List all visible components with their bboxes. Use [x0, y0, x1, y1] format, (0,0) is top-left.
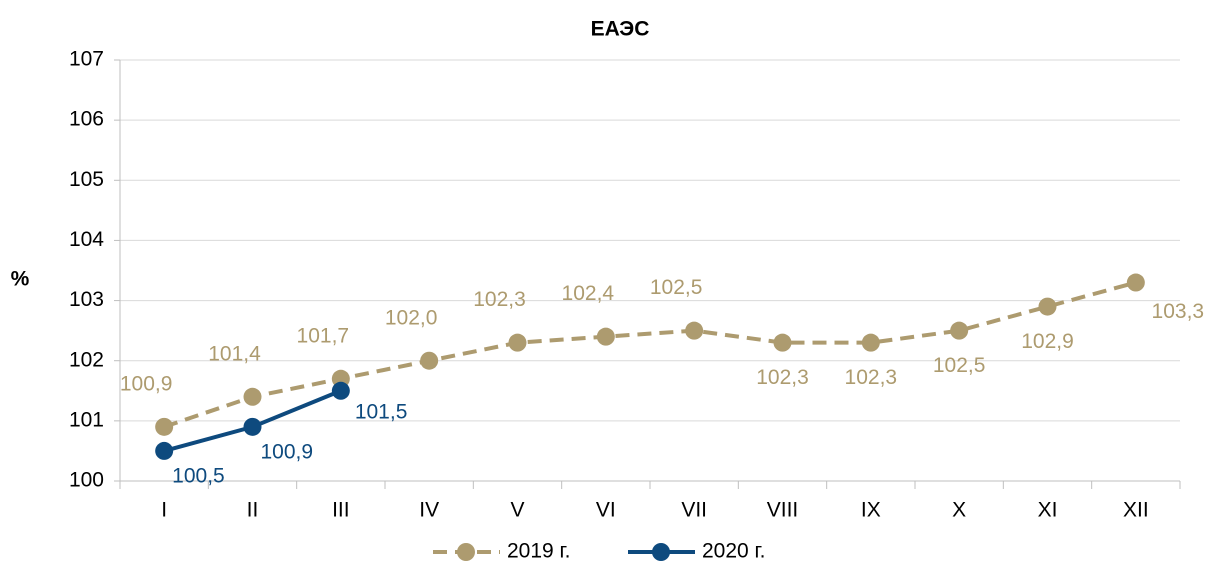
y-axis-label: %	[11, 268, 30, 291]
legend-marker	[457, 543, 475, 561]
point	[155, 441, 174, 460]
y-tick-label: 100	[69, 469, 104, 492]
data-label: 100,9	[261, 440, 314, 463]
x-tick-label: IV	[419, 499, 439, 522]
y-tick-label: 103	[69, 288, 104, 311]
legend-marker	[652, 543, 670, 561]
point	[596, 327, 615, 346]
x-tick-label: VIII	[767, 499, 799, 522]
data-label: 101,7	[297, 324, 350, 347]
data-label: 102,3	[756, 366, 809, 389]
legend-label: 2020 г.	[702, 540, 765, 563]
x-tick-label: VI	[596, 499, 616, 522]
y-tick-label: 102	[69, 348, 104, 371]
point	[685, 321, 704, 340]
point	[243, 387, 262, 406]
x-tick-label: XI	[1038, 499, 1058, 522]
series-line	[163, 280, 1137, 429]
data-label: 102,3	[473, 288, 526, 311]
x-tick-label: VII	[681, 499, 707, 522]
y-tick-label: 107	[69, 48, 104, 71]
point	[331, 381, 350, 400]
y-tick-label: 101	[69, 408, 104, 431]
data-label: 101,4	[208, 342, 261, 365]
point	[1038, 297, 1057, 316]
data-label: 100,5	[172, 464, 225, 487]
point	[155, 417, 174, 436]
chart-title: ЕАЭС	[591, 18, 650, 41]
y-tick-label: 106	[69, 108, 104, 131]
data-label: 102,5	[933, 354, 986, 377]
x-tick-label: II	[247, 499, 259, 522]
data-label: 103,3	[1152, 300, 1205, 323]
x-tick-label: I	[161, 499, 167, 522]
data-label: 102,9	[1021, 330, 1074, 353]
point	[950, 321, 969, 340]
point	[773, 333, 792, 352]
y-tick-label: 105	[69, 168, 104, 191]
data-label: 102,4	[562, 282, 615, 305]
y-tick-label: 104	[69, 228, 104, 251]
point	[861, 333, 880, 352]
point	[1126, 273, 1145, 292]
data-label: 102,3	[845, 366, 898, 389]
data-label: 100,9	[120, 372, 173, 395]
data-label: 102,0	[385, 306, 438, 329]
x-tick-label: III	[332, 499, 350, 522]
point	[420, 351, 439, 370]
x-tick-label: V	[510, 499, 524, 522]
data-label: 102,5	[650, 276, 703, 299]
point	[508, 333, 527, 352]
x-tick-label: X	[952, 499, 966, 522]
x-tick-label: XII	[1123, 499, 1149, 522]
point	[243, 417, 262, 436]
data-label: 101,5	[355, 400, 408, 423]
legend-label: 2019 г.	[507, 540, 570, 563]
x-tick-label: IX	[861, 499, 881, 522]
